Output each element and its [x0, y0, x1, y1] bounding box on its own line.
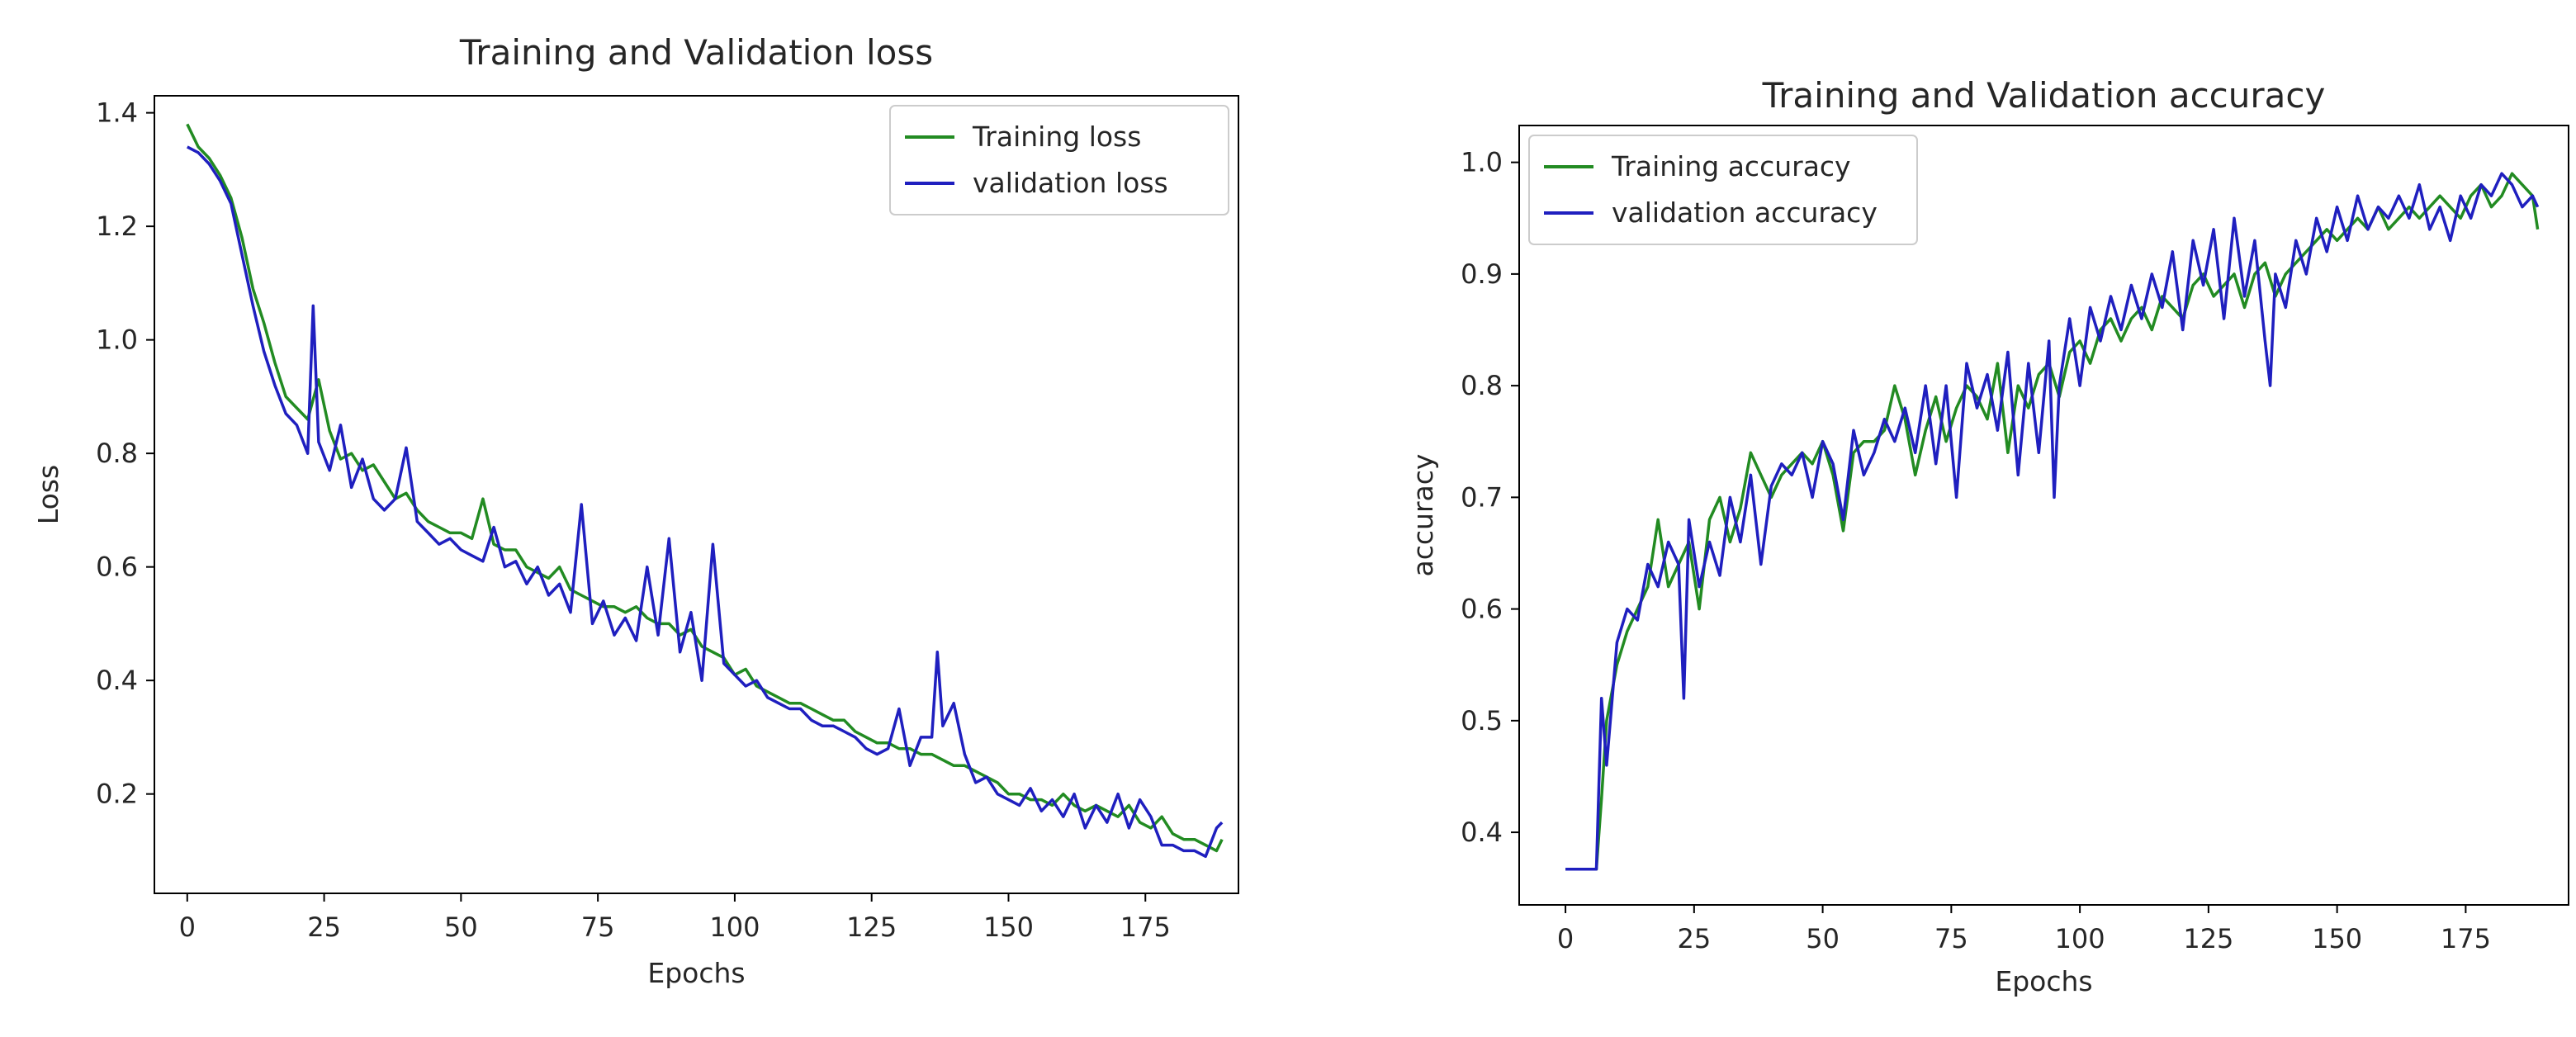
legend-label: validation accuracy [1612, 197, 1878, 229]
legend-box [889, 105, 1229, 215]
x-tick-label: 125 [846, 912, 897, 943]
chart-title: Training and Validation loss [459, 32, 933, 73]
y-tick-label: 0.2 [96, 779, 138, 810]
x-tick-label: 75 [1934, 923, 1968, 954]
accuracy-chart: Training and Validation accuracy 0 25 50 75 1… [1407, 75, 2569, 997]
y-tick-label: 1.2 [96, 211, 138, 242]
y-axis-label: Loss [32, 465, 64, 524]
legend: Training loss validation loss [889, 105, 1229, 215]
series-line-validation-accuracy [1565, 172, 2540, 871]
x-tick-label: 75 [581, 912, 615, 943]
x-tick-label: 0 [1557, 923, 1574, 954]
legend-label: validation loss [973, 167, 1168, 199]
legend: Training accuracy validation accuracy [1528, 135, 1918, 245]
series-line-training-loss [186, 123, 1224, 853]
x-axis-label: Epochs [1995, 965, 2092, 997]
x-axis-label: Epochs [647, 957, 745, 989]
y-tick-label: 0.6 [96, 552, 138, 583]
y-axis-label: accuracy [1407, 454, 1439, 577]
x-tick-label: 100 [709, 912, 760, 943]
y-tick-label: 0.7 [1461, 481, 1503, 513]
y-tick-label: 1.4 [96, 97, 138, 129]
loss-chart: Training and Validation loss 0 25 50 75 100 12… [32, 32, 1239, 989]
y-tick-label: 0.8 [1461, 370, 1503, 401]
x-tick-label: 100 [2055, 923, 2105, 954]
series-line-training-accuracy [1565, 172, 2540, 871]
y-tick-label: 0.5 [1461, 705, 1503, 736]
y-tick-label: 0.4 [1461, 817, 1503, 848]
y-tick-label: 1.0 [1461, 147, 1503, 178]
y-tick-label: 0.4 [96, 665, 138, 696]
x-tick-label: 150 [2312, 923, 2362, 954]
x-tick-label: 125 [2183, 923, 2233, 954]
x-tick-label: 175 [1120, 912, 1171, 943]
legend-box [1528, 135, 1918, 245]
plot-frame [154, 95, 1239, 894]
x-tick-label: 150 [983, 912, 1034, 943]
x-tick-label: 25 [307, 912, 341, 943]
x-tick-label: 25 [1677, 923, 1711, 954]
x-tick-label: 175 [2441, 923, 2491, 954]
x-tick-label: 0 [179, 912, 196, 943]
legend-label: Training accuracy [1611, 150, 1851, 182]
x-tick-label: 50 [444, 912, 478, 943]
series-line-validation-loss [186, 145, 1224, 859]
y-tick-label: 0.6 [1461, 594, 1503, 625]
legend-label: Training loss [972, 121, 1141, 153]
y-tick-label: 1.0 [96, 324, 138, 356]
chart-title: Training and Validation accuracy [1762, 75, 2326, 116]
y-tick-label: 0.8 [96, 438, 138, 469]
x-tick-label: 50 [1806, 923, 1840, 954]
plot-frame [1518, 125, 2569, 906]
y-tick-label: 0.9 [1461, 258, 1503, 290]
